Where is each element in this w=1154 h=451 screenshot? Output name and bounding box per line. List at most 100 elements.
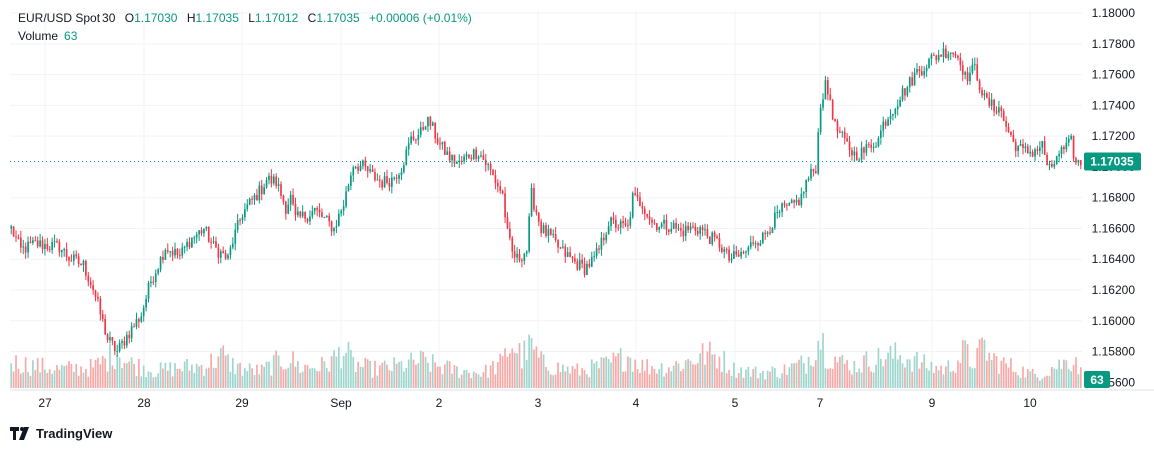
volume-bar xyxy=(660,363,663,388)
volume-bar xyxy=(169,362,172,388)
volume-bar xyxy=(253,375,256,388)
candle-body xyxy=(843,131,846,139)
candle-body xyxy=(229,247,232,256)
candle-body xyxy=(605,234,608,241)
volume-bar xyxy=(10,363,13,388)
candle-body xyxy=(824,80,827,100)
volume-bar xyxy=(87,376,90,388)
candle-body xyxy=(665,219,668,230)
candle-body xyxy=(207,226,210,242)
candle-body xyxy=(68,256,70,261)
candle-body xyxy=(463,156,465,162)
volume-bar xyxy=(692,364,694,388)
candle-body xyxy=(733,251,735,259)
volume-bar xyxy=(12,371,15,388)
volume-bar xyxy=(362,367,364,388)
candle-body xyxy=(458,160,461,162)
volume-bar xyxy=(540,351,543,388)
candle-body xyxy=(528,216,530,252)
volume-bar xyxy=(829,368,832,388)
volume-bar xyxy=(812,366,815,388)
volume-bar xyxy=(287,367,290,388)
volume-bar xyxy=(1077,374,1080,388)
volume-bar xyxy=(32,360,34,388)
candle-body xyxy=(333,227,335,232)
volume-bar xyxy=(781,373,783,388)
volume-bar xyxy=(855,372,858,388)
volume-bar xyxy=(882,366,885,388)
volume-bar xyxy=(704,364,706,388)
volume-bar xyxy=(711,354,714,388)
candle-body xyxy=(766,232,769,234)
candle-body xyxy=(952,52,954,54)
symbol-label[interactable]: EUR/USD Spot xyxy=(18,11,101,25)
candle-body xyxy=(1046,154,1048,166)
volume-bar xyxy=(725,373,728,388)
candle-body xyxy=(480,155,482,157)
volume-bar xyxy=(289,363,292,388)
volume-bar xyxy=(860,372,863,388)
volume-bar xyxy=(836,362,839,388)
volume-bar xyxy=(316,371,318,388)
time-tick-label: 28 xyxy=(137,396,151,410)
candle-body xyxy=(578,259,581,270)
candle-body xyxy=(723,249,726,252)
candle-body xyxy=(77,256,80,264)
candle-body xyxy=(386,176,388,183)
volume-label[interactable]: Volume xyxy=(18,29,59,43)
volume-bar xyxy=(892,358,894,388)
volume-bar xyxy=(1022,366,1024,388)
candle-body xyxy=(345,191,347,207)
volume-bar xyxy=(807,356,810,388)
candle-body xyxy=(65,249,68,257)
candle-body xyxy=(48,249,51,251)
candle-body xyxy=(366,166,369,172)
candle-body xyxy=(1043,141,1046,155)
candle-body xyxy=(354,166,357,168)
candle-body xyxy=(164,249,167,260)
candle-body xyxy=(111,337,114,341)
candle-body xyxy=(12,226,15,237)
candle-body xyxy=(316,207,318,210)
candle-body xyxy=(998,107,1000,113)
volume-bar xyxy=(564,371,567,388)
volume-bar xyxy=(875,364,877,388)
volume-bar xyxy=(1014,372,1017,388)
volume-bar xyxy=(537,357,540,388)
candle-body xyxy=(1036,149,1039,152)
candle-body xyxy=(721,247,723,252)
candle-body xyxy=(761,232,764,244)
volume-bar xyxy=(559,372,562,388)
time-tick-label: Sep xyxy=(330,396,352,410)
candle-body xyxy=(660,223,663,228)
volume-bar xyxy=(183,361,186,388)
candle-body xyxy=(395,177,398,179)
volume-bar xyxy=(128,361,131,388)
candle-body xyxy=(159,256,162,270)
candle-body xyxy=(193,237,196,239)
candle-body xyxy=(855,151,858,160)
candle-body xyxy=(10,226,13,229)
volume-bar xyxy=(928,370,930,388)
candle-body xyxy=(540,221,543,234)
time-tick-label: 5 xyxy=(732,396,739,410)
candle-body xyxy=(624,223,627,225)
candle-body xyxy=(468,154,470,158)
volume-bar xyxy=(798,359,800,388)
volume-bar xyxy=(217,356,220,388)
volume-bar xyxy=(942,374,945,388)
volume-bar xyxy=(68,361,70,388)
volume-bar xyxy=(708,341,711,388)
volume-bar xyxy=(509,353,511,388)
volume-bar xyxy=(407,359,410,388)
candle-body xyxy=(1041,141,1044,148)
candle-body xyxy=(133,326,135,328)
volume-bar xyxy=(761,371,764,388)
candle-body xyxy=(1079,160,1082,166)
tradingview-brand[interactable]: TradingView xyxy=(10,426,112,441)
price-tick-label: 1.16000 xyxy=(1092,314,1136,328)
volume-bar xyxy=(294,366,297,388)
candle-body xyxy=(906,87,909,96)
